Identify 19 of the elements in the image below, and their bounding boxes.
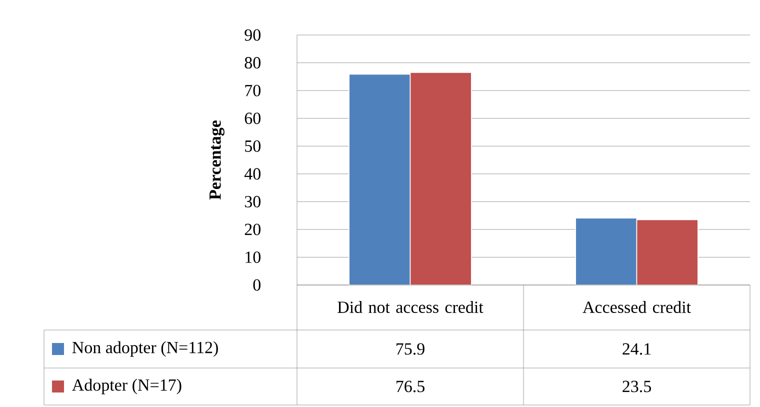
y-tick-label: 50	[245, 140, 260, 152]
y-tick-label: 10	[246, 251, 260, 263]
legend-label: Non adopter (N=112)	[72, 341, 218, 357]
y-tick-label: 80	[244, 57, 260, 69]
data-label: 24.1	[622, 343, 651, 355]
data-label: 76.5	[396, 380, 424, 392]
y-tick-label: 30	[244, 196, 260, 208]
x-tick-label: Did not access credit	[338, 301, 484, 313]
data-label: 23.5	[622, 380, 651, 392]
legend-label: Adopter (N=17)	[72, 378, 182, 394]
y-tick-label: 90	[244, 29, 260, 41]
y-tick-label: 70	[245, 84, 260, 96]
y-axis-title: Percentage	[210, 120, 224, 200]
x-tick-label: Accessed credit	[582, 301, 691, 313]
y-tick-label: 0	[253, 279, 260, 291]
y-tick-label: 20	[244, 224, 260, 236]
data-label: 75.9	[396, 343, 424, 355]
y-tick-label: 60	[244, 112, 260, 124]
y-tick-label: 40	[244, 168, 260, 180]
